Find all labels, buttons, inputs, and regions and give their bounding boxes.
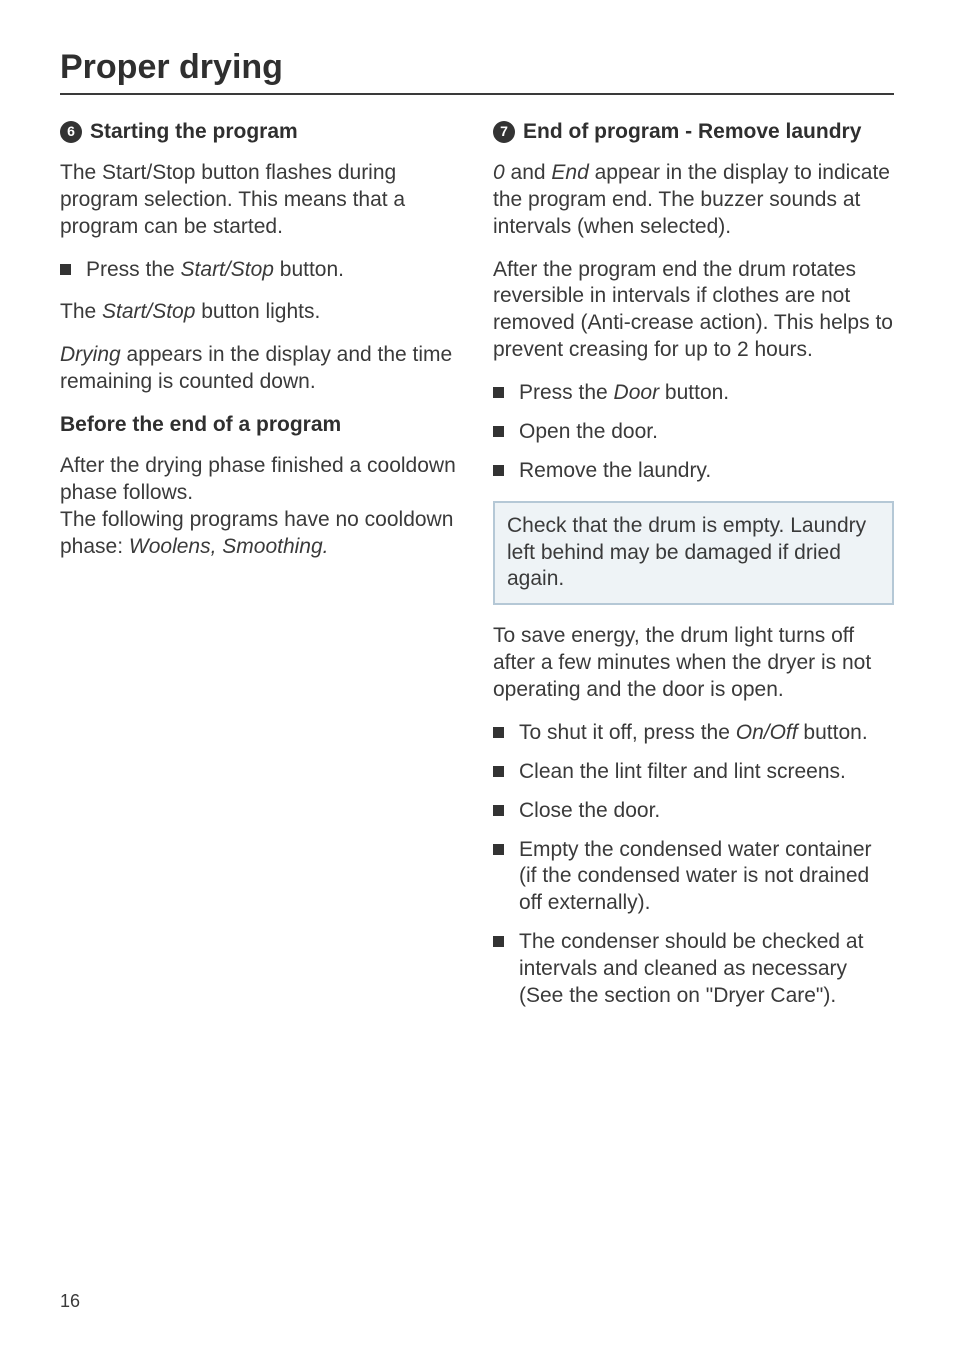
right-section-head: 7 End of program - Remove laundry	[493, 119, 894, 146]
page-number: 16	[60, 1291, 80, 1312]
text: button.	[659, 381, 729, 404]
left-section-title: Starting the program	[90, 119, 298, 146]
list-item: The condenser should be checked at inter…	[493, 929, 894, 1010]
left-p2: The Start/Stop button lights.	[60, 299, 461, 326]
text: Press the	[86, 258, 181, 281]
text: The	[60, 300, 102, 323]
right-bullets-1: Press the Door button. Open the door. Re…	[493, 380, 894, 485]
list-item: Open the door.	[493, 419, 894, 446]
content-columns: 6 Starting the program The Start/Stop bu…	[60, 119, 894, 1026]
left-section-head: 6 Starting the program	[60, 119, 461, 146]
text-italic: Drying	[60, 343, 121, 366]
left-column: 6 Starting the program The Start/Stop bu…	[60, 119, 461, 1026]
list-item: Clean the lint filter and lint screens.	[493, 759, 894, 786]
title-rule	[60, 93, 894, 95]
list-item: To shut it off, press the On/Off button.	[493, 720, 894, 747]
left-bullets-1: Press the Start/Stop button.	[60, 257, 461, 284]
text: button.	[274, 258, 344, 281]
right-column: 7 End of program - Remove laundry 0 and …	[493, 119, 894, 1026]
list-item: Remove the laundry.	[493, 458, 894, 485]
text-italic: End	[551, 161, 588, 184]
text-italic: Start/Stop	[181, 258, 274, 281]
page-title: Proper drying	[60, 48, 894, 87]
text: To shut it off, press the	[519, 721, 736, 744]
left-p3: Drying appears in the display and the ti…	[60, 342, 461, 396]
text-italic: On/Off	[736, 721, 798, 744]
text: and	[505, 161, 552, 184]
text: button lights.	[195, 300, 320, 323]
right-p2: After the program end the drum rotates r…	[493, 257, 894, 365]
right-section-title: End of program - Remove laundry	[523, 119, 861, 146]
left-p1: The Start/Stop button flashes during pro…	[60, 160, 461, 241]
left-p4: After the drying phase finished a cooldo…	[60, 453, 461, 561]
list-item: Empty the condensed water container (if …	[493, 837, 894, 918]
right-bullets-2: To shut it off, press the On/Off button.…	[493, 720, 894, 1010]
right-p1: 0 and End appear in the display to indic…	[493, 160, 894, 241]
step-number-icon: 6	[60, 121, 82, 143]
text: button.	[798, 721, 868, 744]
text: Press the	[519, 381, 614, 404]
step-number-icon: 7	[493, 121, 515, 143]
text-italic: Woolens, Smoothing.	[129, 535, 329, 558]
list-item: Close the door.	[493, 798, 894, 825]
note-box: Check that the drum is empty. Laundry le…	[493, 501, 894, 606]
list-item: Press the Start/Stop button.	[60, 257, 461, 284]
left-subhead: Before the end of a program	[60, 412, 461, 439]
list-item: Press the Door button.	[493, 380, 894, 407]
text-italic: 0	[493, 161, 505, 184]
right-p3: To save energy, the drum light turns off…	[493, 623, 894, 704]
text: After the drying phase finished a cooldo…	[60, 454, 456, 504]
page: Proper drying 6 Starting the program The…	[0, 0, 954, 1352]
text-italic: Door	[614, 381, 660, 404]
text-italic: Start/Stop	[102, 300, 195, 323]
